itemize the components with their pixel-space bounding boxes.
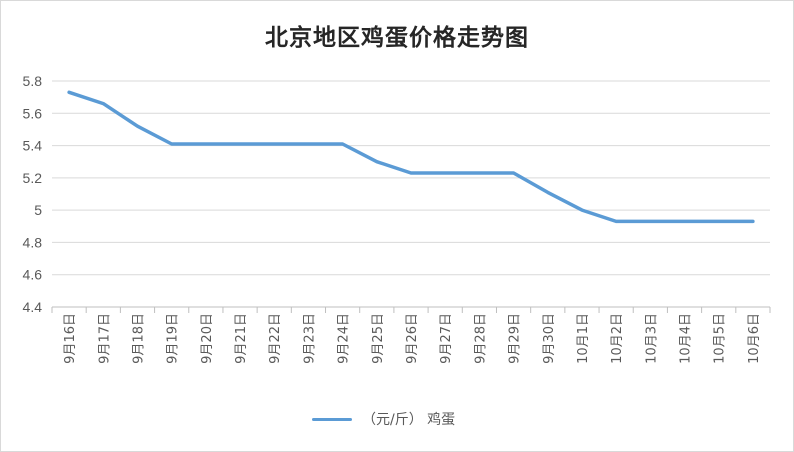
x-tick-label: 9月23日 — [302, 313, 317, 364]
x-axis — [51, 306, 771, 313]
x-tick-label: 10月3日 — [644, 313, 659, 364]
x-tick-labels: 9月16日 9月17日 9月18日 9月19日 9月20日 9月21日 9月22日 9月23日… — [63, 313, 762, 364]
legend: （元/斤） 鸡蛋 — [312, 408, 455, 430]
legend-line-swatch — [312, 417, 352, 421]
x-tick-label: 9月27日 — [439, 313, 454, 364]
y-tick-label: 5.8 — [23, 73, 43, 89]
x-tick-label: 9月28日 — [473, 313, 488, 364]
x-tick-label: 9月22日 — [268, 313, 283, 364]
y-tick-label: 5.4 — [23, 138, 43, 154]
y-tick-label: 5.6 — [23, 105, 43, 121]
x-tick-label: 10月1日 — [576, 313, 591, 364]
x-tick-label: 10月6日 — [747, 313, 762, 364]
gridlines — [52, 80, 770, 308]
y-tick-label: 4.8 — [23, 234, 43, 250]
series-line — [67, 90, 755, 224]
y-tick-label: 4.6 — [23, 267, 43, 283]
legend-label: （元/斤） 鸡蛋 — [362, 412, 456, 428]
x-tick-label: 9月17日 — [97, 313, 112, 364]
x-tick-label: 10月5日 — [713, 313, 728, 364]
chart-title: 北京地区鸡蛋价格走势图 — [265, 24, 529, 51]
x-tick-label: 9月25日 — [371, 313, 386, 364]
y-tick-label: 5.2 — [23, 170, 43, 186]
x-tick-label: 9月30日 — [542, 313, 557, 364]
y-tick-label: 5 — [34, 202, 42, 218]
x-tick-label: 9月20日 — [200, 313, 215, 364]
y-tick-labels: 4.4 4.6 4.8 5 5.2 5.4 5.6 5.8 — [23, 73, 43, 315]
x-tick-label: 9月19日 — [166, 313, 181, 364]
series-group — [67, 90, 755, 224]
x-tick-label: 10月2日 — [610, 313, 625, 364]
x-tick-label: 9月24日 — [337, 313, 352, 364]
x-tick-label: 9月26日 — [405, 313, 420, 364]
x-tick-label: 9月18日 — [131, 313, 146, 364]
x-tick-label: 10月4日 — [679, 313, 694, 364]
x-tick-label: 9月16日 — [63, 313, 78, 364]
x-tick-label: 9月21日 — [234, 313, 249, 364]
x-tick-label: 9月29日 — [508, 313, 523, 364]
y-tick-label: 4.4 — [23, 299, 43, 315]
